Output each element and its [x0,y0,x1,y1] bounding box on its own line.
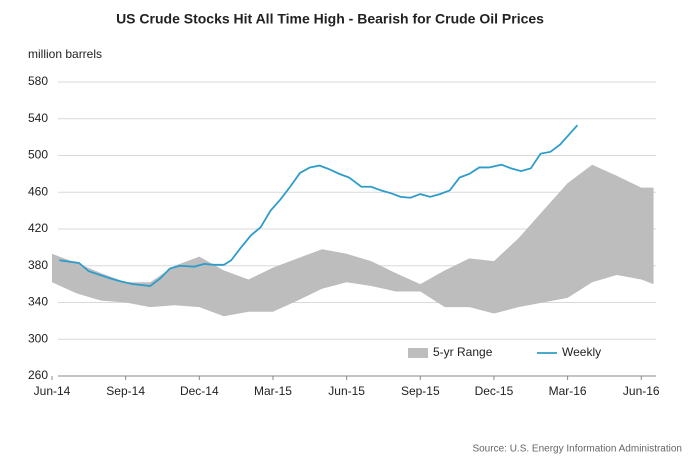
chart-title: US Crude Stocks Hit All Time High - Bear… [116,11,544,27]
legend-label: 5-yr Range [433,345,493,359]
y-tick-label: 500 [28,148,48,162]
x-tick-label: Jun-15 [328,384,365,398]
y-tick-label: 540 [28,111,48,125]
y-axis-label: million barrels [28,47,102,61]
y-tick-label: 260 [28,368,48,382]
x-tick-label: Jun-16 [623,384,660,398]
y-tick-label: 460 [28,184,48,198]
weekly-line [59,124,579,287]
x-tick-label: Mar-15 [254,384,292,398]
x-tick-label: Sep-14 [106,384,145,398]
y-tick-label: 420 [28,221,48,235]
x-tick-label: Jun-14 [34,384,71,398]
range-band [52,164,654,317]
x-tick-label: Dec-15 [475,384,514,398]
x-tick-label: Sep-15 [401,384,440,398]
y-tick-label: 340 [28,295,48,309]
x-tick-label: Mar-16 [549,384,587,398]
x-tick-label: Dec-14 [180,384,219,398]
legend-label: Weekly [562,345,601,359]
source: Source: U.S. Energy Information Administ… [472,444,682,455]
y-tick-label: 380 [28,258,48,272]
legend-swatch [408,348,428,358]
y-tick-label: 300 [28,331,48,345]
y-tick-label: 580 [28,74,48,88]
